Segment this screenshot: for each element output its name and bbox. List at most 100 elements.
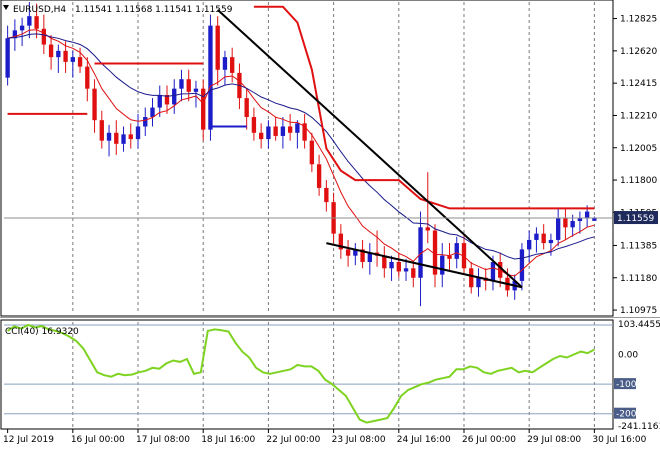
candle-body	[70, 57, 75, 62]
candle-body	[541, 233, 546, 244]
time-label: 24 Jul 16:00	[397, 435, 451, 445]
candle-body	[251, 117, 257, 133]
candle-body	[280, 126, 286, 136]
candle-body	[135, 126, 141, 140]
candle-body	[389, 262, 394, 269]
cci-axis-label: -200	[616, 410, 637, 420]
time-label: 30 Jul 16:00	[592, 435, 646, 445]
candle-body	[527, 239, 532, 250]
candle-body	[77, 57, 83, 67]
candle-body	[382, 255, 387, 269]
cci-line	[6, 323, 595, 424]
time-axis: 12 Jul 2019 16 Jul 00:00 17 Jul 08:00 18 Ju…	[3, 429, 647, 445]
cci-axis-label: 103.4455	[618, 320, 660, 330]
candle-body	[215, 25, 220, 70]
candle-body	[34, 16, 39, 29]
candle-body	[41, 28, 47, 45]
time-label: 17 Jul 08:00	[136, 435, 190, 445]
candle-body	[143, 117, 148, 127]
cci-panel-frame	[0, 319, 614, 430]
step-line	[253, 5, 595, 210]
time-label: 22 Jul 00:00	[266, 435, 320, 445]
time-label: 18 Jul 16:00	[201, 435, 255, 445]
candle-body	[367, 252, 372, 262]
candle-body	[461, 243, 467, 269]
candle-body	[592, 218, 597, 221]
candle-body	[469, 268, 474, 288]
candle-body	[244, 98, 249, 118]
cci-label: CCI(40) 16.9320	[5, 327, 79, 337]
cci-axis-label: 0.00	[618, 351, 638, 361]
candle-body	[179, 79, 184, 89]
candle-body	[432, 230, 438, 275]
candle-body	[353, 249, 358, 256]
candle-body	[157, 94, 162, 108]
candle-body	[99, 120, 104, 141]
candle-body	[309, 140, 315, 165]
candle-body	[403, 268, 409, 272]
cci-axis: 103.4455 0.00 -100 -200 -241.1161	[614, 320, 660, 432]
candle-body	[302, 123, 307, 141]
step-lines	[7, 5, 595, 210]
candle-body	[12, 30, 18, 39]
candle-body	[411, 268, 416, 278]
candle-body	[27, 16, 32, 26]
candle-body	[114, 132, 119, 144]
time-label: 29 Jul 08:00	[527, 435, 581, 445]
price-tick-label: 1.12825	[620, 15, 657, 25]
price-tick-label: 1.12620	[620, 47, 657, 57]
candle-body	[128, 134, 133, 140]
candle-body	[490, 262, 496, 281]
moving-averages	[7, 29, 595, 277]
candle-body	[577, 217, 583, 222]
candle-body	[106, 132, 112, 141]
candle-body	[201, 88, 206, 130]
candle-body	[266, 126, 271, 140]
candle-body	[324, 187, 329, 203]
cci-grid	[4, 322, 613, 427]
candle-body	[230, 57, 235, 73]
candle-body	[172, 88, 177, 105]
candle-body	[425, 227, 430, 231]
candle-body	[338, 233, 344, 250]
candle-body	[287, 126, 293, 133]
dropdown-arrow-icon[interactable]	[3, 5, 9, 10]
ma-fast-line	[7, 29, 595, 277]
candle-body	[360, 249, 365, 262]
candle-body	[48, 44, 54, 58]
candle-body	[92, 88, 97, 121]
candle-body	[454, 243, 459, 259]
candle-body	[295, 123, 300, 133]
cci-level-box	[614, 407, 636, 419]
trend-line	[217, 9, 523, 288]
price-tick-label: 1.10975	[620, 306, 657, 316]
candle-body	[440, 255, 445, 275]
time-label: 16 Jul 00:00	[71, 435, 125, 445]
candle-body	[316, 164, 322, 188]
price-tick-label: 1.12005	[620, 144, 657, 154]
candle-body	[548, 239, 554, 244]
ohlc-readout: 1.11541 1.11568 1.11541 1.11559	[75, 5, 233, 15]
price-tick-label: 1.11800	[620, 176, 657, 186]
price-tick-label: 1.11180	[620, 274, 657, 284]
candle-body	[5, 38, 10, 78]
candle-body	[121, 134, 126, 144]
candle-body	[150, 107, 155, 118]
candle-body	[447, 255, 452, 259]
cci-level-box	[614, 378, 636, 390]
time-label: 26 Jul 00:00	[462, 435, 516, 445]
time-label: 23 Jul 08:00	[332, 435, 386, 445]
candle-body	[85, 66, 90, 89]
candle-body	[534, 233, 539, 240]
time-label: 12 Jul 2019	[3, 435, 54, 445]
candle-body	[222, 57, 228, 70]
candle-body	[164, 94, 170, 105]
candle-body	[476, 277, 481, 288]
current-price-box	[614, 211, 658, 225]
candle-body	[418, 227, 423, 278]
candle-body	[345, 249, 351, 256]
candle-body	[56, 50, 61, 58]
candle-body	[570, 221, 575, 228]
